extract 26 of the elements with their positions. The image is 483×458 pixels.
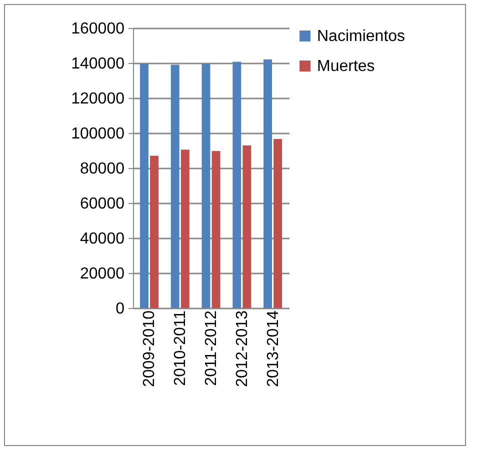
bar	[150, 156, 158, 308]
y-tick-label: 40000	[80, 230, 125, 248]
x-tick-label: 2013-2014	[264, 310, 282, 388]
legend-label: Nacimientos	[317, 28, 406, 45]
x-tick-label: 2011-2012	[203, 310, 220, 386]
x-tick-label: 2012-2013	[234, 310, 251, 388]
bar	[202, 64, 210, 308]
y-tick-label: 80000	[80, 160, 125, 178]
bar	[242, 145, 252, 308]
y-tick-label: 0	[116, 300, 125, 318]
y-tick-label: 140000	[71, 56, 125, 72]
bar	[170, 64, 180, 308]
x-tick-label: 2010-2011	[172, 310, 190, 386]
y-tick-label: 20000	[80, 266, 125, 282]
bar	[232, 62, 242, 308]
bar	[264, 59, 272, 308]
bar	[180, 150, 190, 308]
y-tick-label: 120000	[71, 90, 125, 108]
bar	[212, 151, 220, 308]
bar	[140, 64, 148, 308]
x-tick-label: 2009-2010	[141, 310, 158, 388]
y-tick-label: 60000	[80, 196, 125, 212]
bar	[274, 138, 282, 308]
y-tick-label: 100000	[71, 126, 125, 142]
legend-label: Muertes	[317, 58, 375, 75]
y-tick-label: 160000	[71, 20, 125, 38]
